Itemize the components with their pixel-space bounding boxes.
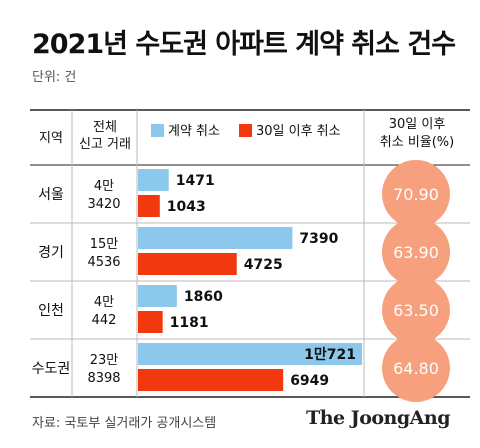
ratio-label: 64.80 [393,359,439,378]
total-transactions-line2: 8398 [87,371,120,386]
ratio-circle [382,334,450,402]
header-ratio-line1: 30일 이후 [389,117,446,132]
region-label: 서울 [38,187,64,203]
total-transactions-line2: 4536 [87,255,120,270]
ratio-label: 70.90 [393,185,439,204]
bar-contract-cancel [138,227,293,249]
ratio-circle [382,160,450,228]
brand-logo: The JoongAng [306,407,450,429]
bar-after30-cancel [138,195,160,217]
total-transactions-line2: 442 [92,313,117,328]
header-ratio-line2: 취소 비율(%) [380,135,454,150]
ratio-label: 63.50 [393,301,439,320]
region-label: 수도권 [32,361,71,377]
unit-label: 단위: 건 [32,70,77,85]
region-label: 경기 [38,245,64,261]
total-transactions-line1: 23만 [90,353,119,368]
data-label-contract-cancel: 1471 [176,173,215,189]
header-total-line1: 전체 [93,120,117,135]
ratio-circle [382,276,450,344]
bar-after30-cancel [138,311,163,333]
bar-contract-cancel [138,285,177,307]
data-label-after30-cancel: 6949 [290,373,329,389]
legend-label-contract-cancel: 계약 취소 [168,124,220,139]
ratio-label: 63.90 [393,243,439,262]
total-transactions-line2: 3420 [87,197,120,212]
data-label-after30-cancel: 4725 [244,257,283,273]
data-label-contract-cancel: 1만721 [304,347,356,363]
ratio-circle [382,218,450,286]
total-transactions-line1: 4만 [94,295,114,310]
legend-label-after30-cancel: 30일 이후 취소 [256,124,341,139]
data-label-contract-cancel: 7390 [299,231,338,247]
header-region: 지역 [39,131,63,146]
header-total-line2: 신고 거래 [79,137,131,152]
bar-contract-cancel [138,169,169,191]
region-label: 인천 [38,303,64,319]
source-note: 자료: 국토부 실거래가 공개시스템 [32,416,217,431]
bar-after30-cancel [138,369,284,391]
data-label-after30-cancel: 1043 [167,199,206,215]
legend-swatch-contract-cancel [151,124,164,137]
bar-after30-cancel [138,253,237,275]
data-label-contract-cancel: 1860 [184,289,223,305]
legend-swatch-after30-cancel [239,124,252,137]
total-transactions-line1: 15만 [90,237,119,252]
bar-contract-cancel [138,343,362,365]
chart-title: 2021년 수도권 아파트 계약 취소 건수 [32,29,456,60]
total-transactions-line1: 4만 [94,179,114,194]
data-label-after30-cancel: 1181 [170,315,209,331]
